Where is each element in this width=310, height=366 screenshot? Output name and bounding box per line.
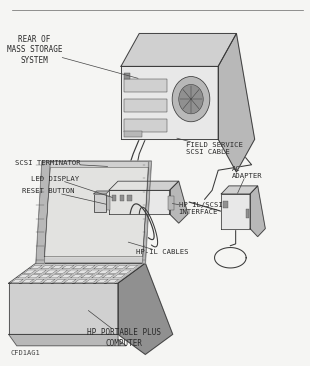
Polygon shape xyxy=(66,270,78,273)
Polygon shape xyxy=(221,194,250,229)
Polygon shape xyxy=(36,161,151,263)
Polygon shape xyxy=(92,274,104,278)
Polygon shape xyxy=(73,265,85,269)
Text: HP PORTABLE PLUS
COMPUTER: HP PORTABLE PLUS COMPUTER xyxy=(87,310,161,348)
Polygon shape xyxy=(103,274,114,278)
Polygon shape xyxy=(221,186,258,194)
Polygon shape xyxy=(18,274,29,278)
Polygon shape xyxy=(39,274,51,278)
Text: CFD1AG1: CFD1AG1 xyxy=(10,350,40,356)
Text: FIELD SERVICE
SCSI CABLE: FIELD SERVICE SCSI CABLE xyxy=(177,138,243,155)
Polygon shape xyxy=(77,270,89,273)
Polygon shape xyxy=(109,181,179,190)
Polygon shape xyxy=(126,265,138,269)
Text: HP-IL CABLES: HP-IL CABLES xyxy=(128,242,189,255)
Polygon shape xyxy=(88,270,100,273)
Polygon shape xyxy=(96,279,108,283)
Polygon shape xyxy=(60,274,72,278)
Polygon shape xyxy=(83,265,95,269)
Bar xyxy=(112,195,117,201)
Polygon shape xyxy=(109,270,121,273)
Polygon shape xyxy=(41,265,53,269)
Bar xyxy=(127,195,132,201)
Polygon shape xyxy=(81,274,93,278)
Polygon shape xyxy=(49,274,61,278)
Polygon shape xyxy=(51,265,63,269)
Polygon shape xyxy=(94,265,106,269)
Polygon shape xyxy=(9,283,118,334)
Bar xyxy=(124,131,142,137)
Bar xyxy=(223,201,228,208)
Bar xyxy=(246,209,249,218)
Polygon shape xyxy=(33,279,44,283)
Bar xyxy=(124,72,130,79)
Polygon shape xyxy=(86,279,97,283)
Polygon shape xyxy=(119,270,131,273)
Bar xyxy=(124,119,166,132)
Polygon shape xyxy=(30,265,42,269)
Bar xyxy=(124,99,166,112)
Polygon shape xyxy=(98,270,110,273)
Polygon shape xyxy=(218,34,255,172)
Polygon shape xyxy=(36,161,50,263)
Polygon shape xyxy=(56,270,68,273)
Text: SCSI TERMINATOR: SCSI TERMINATOR xyxy=(15,160,108,167)
Polygon shape xyxy=(28,274,40,278)
Polygon shape xyxy=(94,191,109,194)
Polygon shape xyxy=(11,279,23,283)
Polygon shape xyxy=(62,265,74,269)
Polygon shape xyxy=(54,279,65,283)
Polygon shape xyxy=(44,168,149,257)
Polygon shape xyxy=(121,66,218,139)
Bar xyxy=(168,196,174,210)
Bar xyxy=(94,194,106,212)
Polygon shape xyxy=(113,274,125,278)
Bar xyxy=(124,79,166,92)
Polygon shape xyxy=(22,279,34,283)
Circle shape xyxy=(172,76,210,122)
Text: RESET BUTTON: RESET BUTTON xyxy=(22,188,106,204)
Polygon shape xyxy=(9,263,145,283)
Polygon shape xyxy=(115,265,127,269)
Text: HP IL/SCSI
INTERFACE: HP IL/SCSI INTERFACE xyxy=(172,202,223,215)
Polygon shape xyxy=(107,279,119,283)
Circle shape xyxy=(179,85,203,114)
Polygon shape xyxy=(109,190,170,214)
Text: AC
ADAPTER: AC ADAPTER xyxy=(232,165,263,193)
Polygon shape xyxy=(34,270,46,273)
Bar xyxy=(104,196,110,210)
Polygon shape xyxy=(250,186,265,236)
Polygon shape xyxy=(104,265,117,269)
Polygon shape xyxy=(75,279,87,283)
Text: LED DISPLAY: LED DISPLAY xyxy=(31,176,112,197)
Text: REAR OF
MASS STORAGE
SYSTEM: REAR OF MASS STORAGE SYSTEM xyxy=(7,35,138,78)
Polygon shape xyxy=(9,334,126,346)
Polygon shape xyxy=(143,161,151,263)
Polygon shape xyxy=(121,34,237,66)
Polygon shape xyxy=(118,263,173,354)
Polygon shape xyxy=(71,274,82,278)
Polygon shape xyxy=(43,279,55,283)
Polygon shape xyxy=(45,270,57,273)
Polygon shape xyxy=(64,279,76,283)
Bar xyxy=(119,195,124,201)
Polygon shape xyxy=(170,181,188,223)
Polygon shape xyxy=(24,270,36,273)
